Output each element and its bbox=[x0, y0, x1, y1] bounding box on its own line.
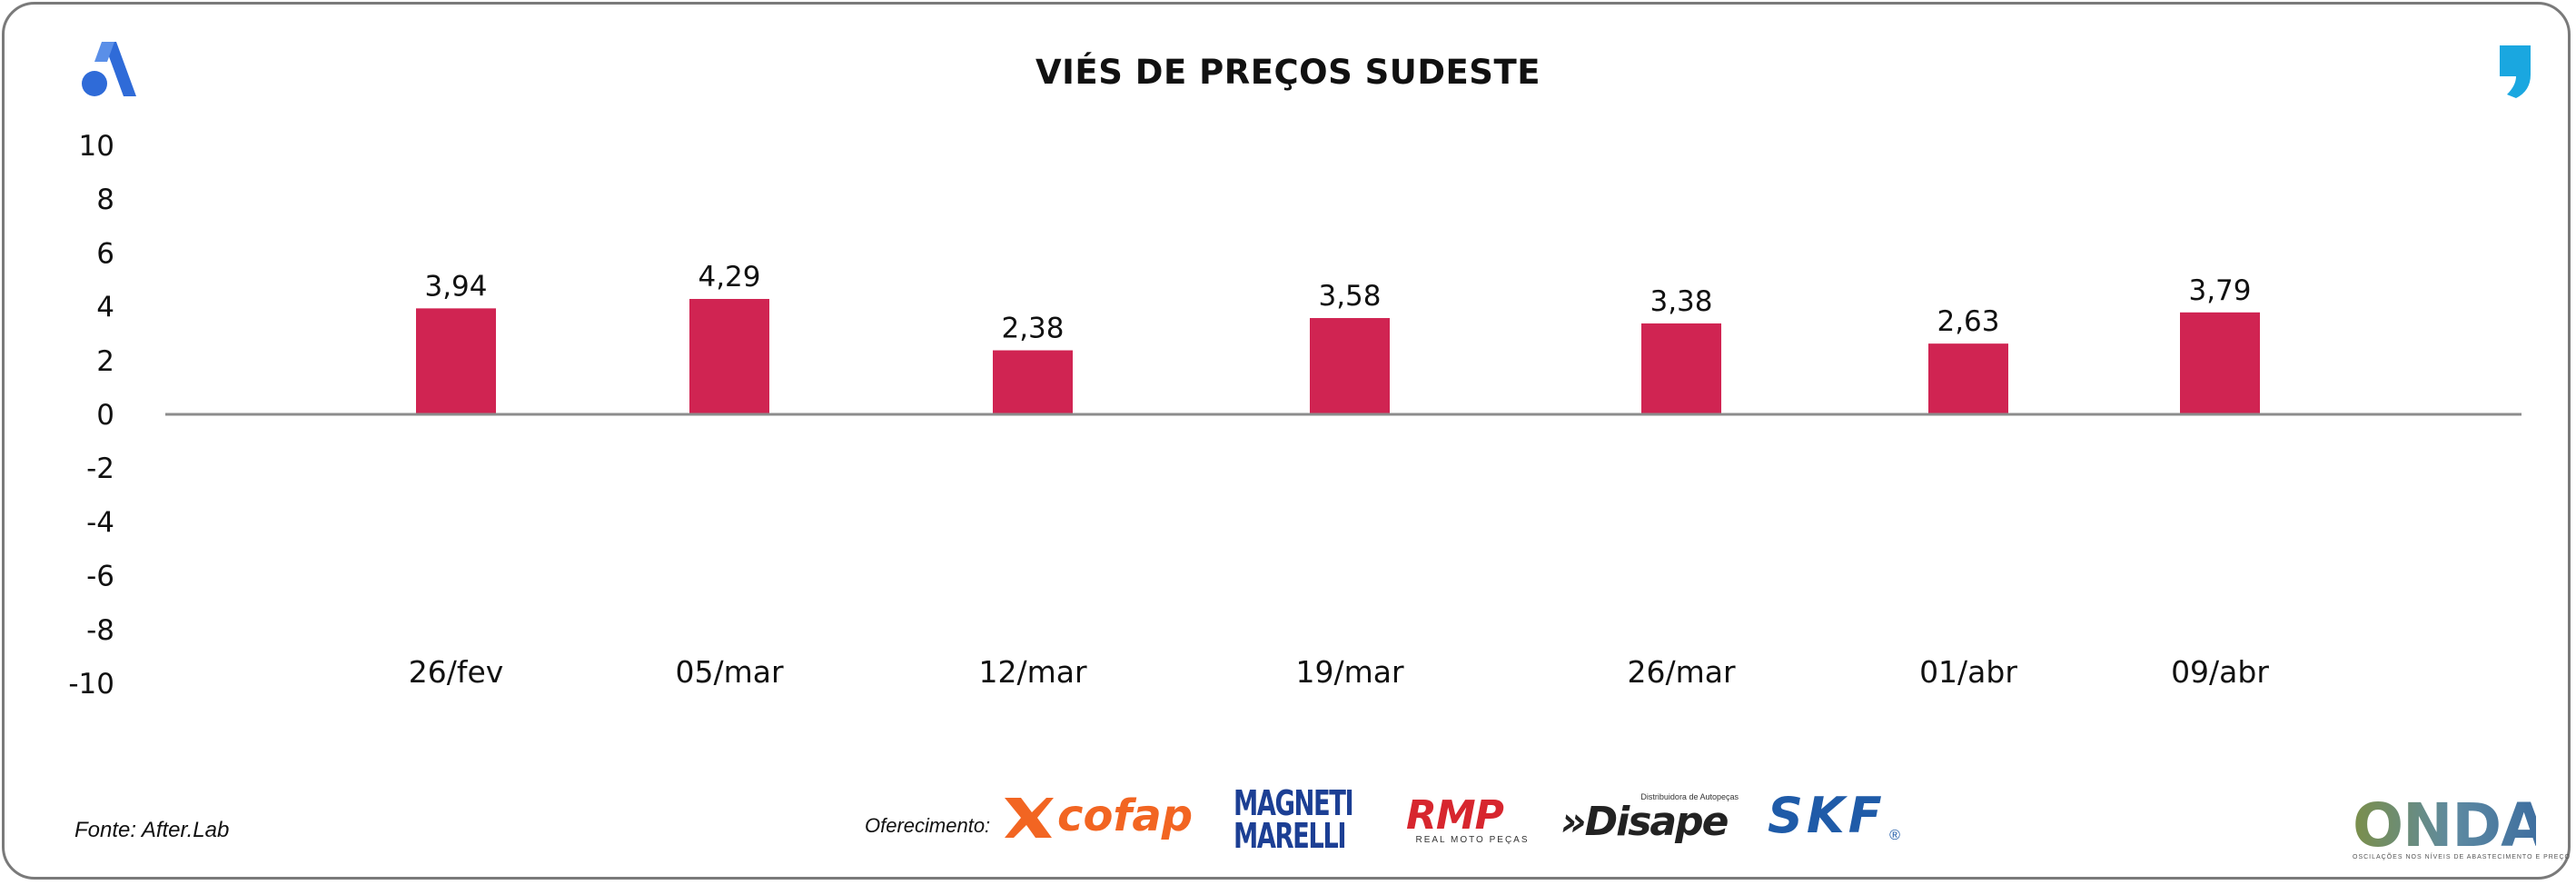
bar bbox=[1641, 323, 1721, 414]
y-tick-label: 10 bbox=[79, 130, 114, 163]
skf-logo: SKF ® bbox=[1768, 787, 1949, 844]
rmp-wordmark: RMP bbox=[1406, 792, 1504, 839]
y-tick-label: -4 bbox=[86, 506, 114, 539]
data-label: 3,38 bbox=[1650, 285, 1712, 318]
x-tick-label: 01/abr bbox=[1919, 654, 2017, 690]
data-label: 3,94 bbox=[424, 270, 487, 303]
disape-tagline: Distribuidora de Autopeças bbox=[1640, 792, 1739, 801]
y-tick-label: 4 bbox=[96, 292, 114, 324]
disape-logo: Distribuidora de Autopeças »Disape bbox=[1560, 792, 1739, 849]
comma-mark-icon bbox=[2500, 45, 2531, 98]
x-tick-label: 05/mar bbox=[675, 654, 783, 690]
onda-wordmark: ONDA bbox=[2353, 791, 2547, 860]
rmp-subtitle: REAL MOTO PEÇAS bbox=[1415, 835, 1530, 845]
disape-wordmark: »Disape bbox=[1560, 799, 1729, 845]
bar bbox=[2180, 312, 2260, 414]
sponsor-label: Oferecimento: bbox=[865, 814, 991, 837]
x-tick-label: 26/fev bbox=[409, 654, 504, 690]
x-tick-label: 19/mar bbox=[1295, 654, 1403, 690]
y-tick-label: -2 bbox=[86, 452, 114, 485]
magneti-line1: MAGNETI bbox=[1234, 783, 1354, 823]
bar bbox=[416, 308, 496, 414]
magneti-marelli-logo: MAGNETI MARELLI bbox=[1234, 783, 1370, 856]
y-tick-label: 8 bbox=[96, 184, 114, 216]
cofap-x-icon bbox=[1005, 798, 1054, 838]
x-tick-label: 26/mar bbox=[1627, 654, 1735, 690]
bar bbox=[993, 350, 1073, 414]
y-tick-label: 0 bbox=[96, 399, 114, 432]
x-tick-label: 12/mar bbox=[978, 654, 1086, 690]
x-tick-label: 09/abr bbox=[2171, 654, 2269, 690]
y-tick-label: -6 bbox=[86, 561, 114, 593]
brand-a-icon bbox=[82, 42, 136, 96]
data-label: 4,29 bbox=[698, 261, 760, 293]
rmp-logo: RMP REAL MOTO PEÇAS bbox=[1406, 792, 1539, 849]
bar bbox=[689, 299, 769, 414]
y-tick-label: -10 bbox=[68, 668, 114, 701]
y-tick-label: 2 bbox=[96, 345, 114, 378]
bar bbox=[1310, 318, 1390, 414]
skf-wordmark: SKF bbox=[1768, 787, 1886, 844]
cofap-logo: cofap bbox=[1001, 791, 1193, 845]
y-tick-label: -8 bbox=[86, 614, 114, 647]
data-label: 3,79 bbox=[2188, 274, 2251, 307]
bar bbox=[1928, 343, 2008, 414]
onda-logo: ONDA OSCILAÇÕES NOS NÍVEIS DE ABASTECIME… bbox=[2353, 791, 2571, 870]
skf-registered-mark: ® bbox=[1889, 828, 1900, 843]
data-label: 2,38 bbox=[1001, 313, 1064, 345]
data-label: 3,58 bbox=[1318, 280, 1381, 313]
onda-subtitle: OSCILAÇÕES NOS NÍVEIS DE ABASTECIMENTO E… bbox=[2353, 854, 2571, 860]
y-tick-label: 6 bbox=[96, 237, 114, 270]
data-label: 2,63 bbox=[1937, 305, 1999, 338]
source-note: Fonte: After.Lab bbox=[74, 818, 230, 842]
magneti-line2: MARELLI bbox=[1234, 816, 1347, 856]
chart-title: VIÉS DE PREÇOS SUDESTE bbox=[1035, 53, 1541, 92]
